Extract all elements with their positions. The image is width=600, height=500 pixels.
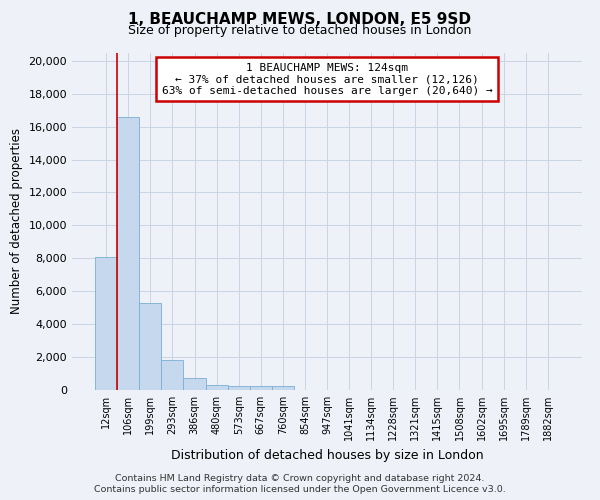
Text: Contains HM Land Registry data © Crown copyright and database right 2024.
Contai: Contains HM Land Registry data © Crown c… (94, 474, 506, 494)
Text: 1, BEAUCHAMP MEWS, LONDON, E5 9SD: 1, BEAUCHAMP MEWS, LONDON, E5 9SD (128, 12, 472, 28)
Text: 1 BEAUCHAMP MEWS: 124sqm
← 37% of detached houses are smaller (12,126)
63% of se: 1 BEAUCHAMP MEWS: 124sqm ← 37% of detach… (161, 62, 493, 96)
Bar (95, 256, 117, 390)
Bar (161, 360, 184, 390)
Y-axis label: Number of detached properties: Number of detached properties (10, 128, 23, 314)
Text: Size of property relative to detached houses in London: Size of property relative to detached ho… (128, 24, 472, 37)
X-axis label: Distribution of detached houses by size in London: Distribution of detached houses by size … (170, 448, 484, 462)
Bar (117, 116, 139, 390)
Bar (206, 384, 227, 390)
Bar (139, 302, 161, 390)
Bar (227, 386, 250, 390)
Bar (272, 386, 294, 390)
Bar (250, 386, 272, 390)
Bar (184, 378, 206, 390)
